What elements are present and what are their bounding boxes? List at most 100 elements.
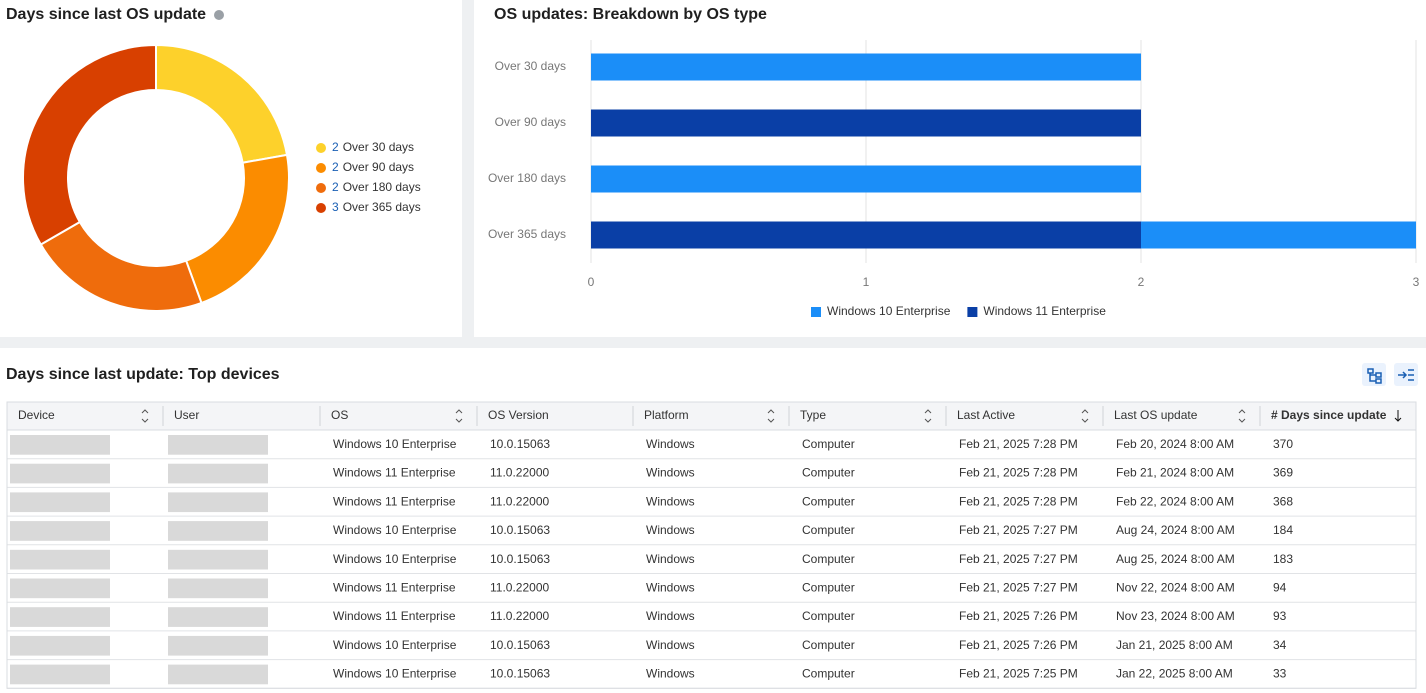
redacted-user	[168, 664, 268, 685]
table-cell: Windows	[646, 466, 695, 480]
bar-segment	[591, 109, 1141, 137]
table-cell: Feb 21, 2025 7:27 PM	[959, 552, 1078, 566]
table-cell: Windows	[646, 494, 695, 508]
table-cell: 10.0.15063	[490, 437, 550, 451]
table-cell: Windows 10 Enterprise	[333, 552, 457, 566]
sort-icon	[455, 409, 463, 423]
table-cell: Windows	[646, 609, 695, 623]
table-cell: Computer	[802, 466, 855, 480]
hierarchy-icon	[1367, 368, 1382, 384]
column-header[interactable]: Last Active	[957, 408, 1015, 422]
legend-category: Over 180 days	[343, 180, 421, 194]
table-cell: 34	[1273, 638, 1287, 652]
column-header[interactable]: Last OS update	[1114, 408, 1198, 422]
table-header	[6, 401, 1417, 431]
legend-value: 2	[332, 140, 339, 154]
legend-value: 2	[332, 180, 339, 194]
redacted-device	[10, 435, 110, 455]
table-cell: Computer	[802, 638, 855, 652]
table-cell: Windows 10 Enterprise	[333, 638, 457, 652]
sort-icon	[1081, 409, 1089, 423]
table-cell: 11.0.22000	[490, 609, 549, 623]
table-cell: Feb 21, 2025 7:28 PM	[959, 494, 1078, 508]
column-header[interactable]: OS	[331, 408, 348, 422]
legend-swatch	[811, 307, 821, 317]
redacted-device	[10, 578, 110, 599]
table-cell: Feb 21, 2025 7:27 PM	[959, 581, 1078, 595]
column-header[interactable]: # Days since update	[1271, 408, 1387, 422]
expand-icon	[1398, 369, 1414, 381]
sort-icon	[767, 409, 775, 423]
x-tick-label: 3	[1413, 275, 1420, 289]
table-cell: 183	[1273, 552, 1293, 566]
column-header[interactable]: Platform	[644, 408, 689, 422]
table-cell: Computer	[802, 523, 855, 537]
sort-icon	[1238, 409, 1246, 423]
redacted-user	[168, 635, 268, 656]
table-cell: 11.0.22000	[490, 466, 549, 480]
table-cell: Feb 21, 2025 7:27 PM	[959, 523, 1078, 537]
table-cell: 10.0.15063	[490, 523, 550, 537]
y-tick-label: Over 30 days	[495, 59, 566, 73]
table-cell: 10.0.15063	[490, 552, 550, 566]
legend-label: 2 Over 30 days	[332, 140, 414, 154]
redacted-device	[10, 521, 110, 541]
legend-value: 3	[332, 200, 339, 214]
legend-value: 2	[332, 160, 339, 174]
redacted-user	[168, 578, 268, 599]
table-cell: 184	[1273, 523, 1293, 537]
table-cell: Feb 21, 2025 7:28 PM	[959, 466, 1078, 480]
donut-slice	[22, 43, 157, 246]
table-border	[6, 401, 1417, 689]
x-tick-label: 1	[863, 275, 870, 289]
table-title: Days since last update: Top devices	[6, 366, 280, 383]
table-cell: 94	[1273, 581, 1287, 595]
table-cell: Windows	[646, 581, 695, 595]
table-cell: Nov 22, 2024 8:00 AM	[1116, 581, 1235, 595]
table-cell: Aug 25, 2024 8:00 AM	[1116, 552, 1235, 566]
legend-swatch	[316, 183, 326, 193]
x-tick-label: 0	[588, 275, 595, 289]
table-cell: 368	[1273, 494, 1293, 508]
table-cell: Feb 21, 2025 7:28 PM	[959, 437, 1078, 451]
bar-segment	[591, 165, 1141, 193]
column-header[interactable]: OS Version	[488, 408, 549, 422]
redacted-device	[10, 635, 110, 656]
x-tick-label: 2	[1138, 275, 1145, 289]
redacted-user	[168, 492, 268, 513]
table-cell: Windows 11 Enterprise	[333, 466, 456, 480]
table-cell: 369	[1273, 466, 1293, 480]
table-cell: Feb 22, 2024 8:00 AM	[1116, 494, 1234, 508]
table-cell: Feb 21, 2025 7:25 PM	[959, 667, 1078, 681]
table-cell: Jan 22, 2025 8:00 AM	[1116, 667, 1233, 681]
table-cell: Computer	[802, 552, 855, 566]
column-header[interactable]: Device	[18, 408, 55, 422]
legend-label: Windows 11 Enterprise	[983, 304, 1106, 318]
table-cell: Jan 21, 2025 8:00 AM	[1116, 638, 1233, 652]
legend-swatch	[316, 143, 326, 153]
donut-title: Days since last OS update	[6, 6, 206, 23]
table-cell: Windows	[646, 552, 695, 566]
legend-label: 3 Over 365 days	[332, 200, 421, 214]
table-cell: Windows	[646, 437, 695, 451]
sort-desc-icon	[1394, 410, 1402, 422]
redacted-device	[10, 549, 110, 570]
legend-category: Over 365 days	[343, 200, 421, 214]
table-cell: Feb 20, 2024 8:00 AM	[1116, 437, 1234, 451]
table-cell: Computer	[802, 609, 855, 623]
column-header[interactable]: User	[174, 408, 199, 422]
table-cell: 33	[1273, 667, 1287, 681]
redacted-user	[168, 607, 268, 627]
info-icon[interactable]	[214, 10, 224, 20]
y-tick-label: Over 180 days	[488, 171, 566, 185]
table-cell: 370	[1273, 437, 1293, 451]
redacted-device	[10, 664, 110, 685]
legend-label: Windows 10 Enterprise	[827, 304, 951, 318]
table-cell: Windows	[646, 667, 695, 681]
column-header[interactable]: Type	[800, 408, 826, 422]
table-cell: 93	[1273, 609, 1287, 623]
table-cell: Feb 21, 2025 7:26 PM	[959, 609, 1078, 623]
redacted-device	[10, 463, 110, 484]
legend-category: Over 30 days	[343, 140, 414, 154]
